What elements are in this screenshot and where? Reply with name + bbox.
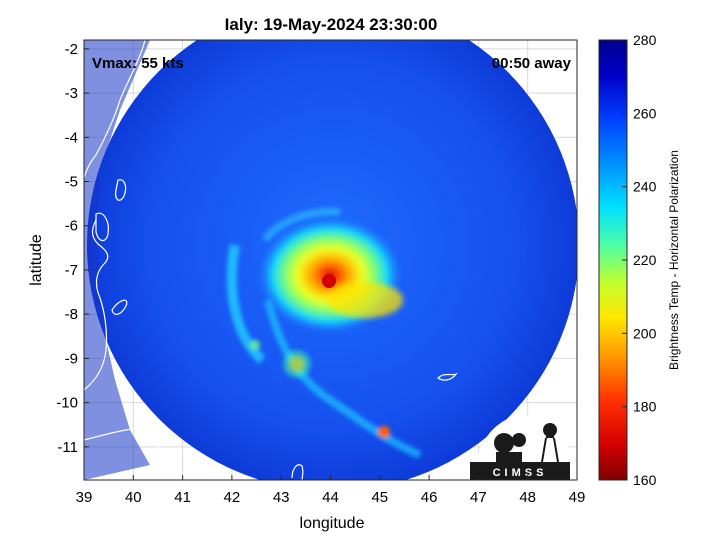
cimss-logo: CIMSS xyxy=(470,415,576,480)
colorbar-ticks: 280 260 240 220 200 180 160 xyxy=(622,32,657,488)
x-tick-label: 44 xyxy=(322,489,339,506)
x-tick-label: 43 xyxy=(273,489,290,506)
y-tick-label: -6 xyxy=(65,218,78,235)
x-tick-label: 49 xyxy=(569,489,586,506)
x-tick-label: 46 xyxy=(421,489,438,506)
x-tick-label: 42 xyxy=(224,489,241,506)
colorbar-tick-label: 160 xyxy=(633,472,657,488)
colorbar-tick-label: 240 xyxy=(633,179,657,195)
x-tick-label: 40 xyxy=(125,489,142,506)
colorbar-label: Brightness Temp - Horizontal Polarizatio… xyxy=(667,150,681,370)
x-tick-label: 41 xyxy=(174,489,191,506)
x-axis-label: longitude xyxy=(300,515,365,532)
y-axis: -2 -3 -4 -5 -6 -7 -8 -9 -10 -11 xyxy=(56,41,89,456)
storm-tail xyxy=(327,282,403,318)
y-tick-label: -7 xyxy=(65,262,78,279)
y-tick-label: -4 xyxy=(65,129,78,146)
time-away-label: 00:50 away xyxy=(492,55,572,72)
x-tick-label: 45 xyxy=(371,489,388,506)
y-tick-label: -11 xyxy=(57,439,78,456)
storm-eye xyxy=(322,274,336,288)
y-axis-label: latitude xyxy=(28,234,45,286)
coastline xyxy=(84,40,458,480)
x-tick-label: 47 xyxy=(470,489,487,506)
y-tick-label: -8 xyxy=(65,306,78,323)
y-tick-label: -3 xyxy=(65,85,78,102)
colorbar-tick-label: 260 xyxy=(633,105,657,121)
figure-title: Ialy: 19-May-2024 23:30:00 xyxy=(225,15,438,34)
logo-text: CIMSS xyxy=(493,467,548,479)
x-tick-label: 39 xyxy=(76,489,93,506)
x-axis: 39 40 41 42 43 44 45 46 47 48 49 xyxy=(76,475,586,506)
colorbar-tick-label: 180 xyxy=(633,399,657,415)
vmax-label: Vmax: 55 kts xyxy=(92,55,184,72)
y-tick-label: -10 xyxy=(56,395,78,412)
colorbar-tick-label: 200 xyxy=(633,325,657,341)
x-tick-label: 48 xyxy=(519,489,536,506)
colorbar-tick-label: 280 xyxy=(633,32,657,48)
colorbar-tick-label: 220 xyxy=(633,252,657,268)
y-tick-label: -9 xyxy=(65,350,78,367)
y-tick-label: -2 xyxy=(65,41,78,58)
rainbands xyxy=(226,207,422,459)
y-tick-label: -5 xyxy=(65,174,78,191)
